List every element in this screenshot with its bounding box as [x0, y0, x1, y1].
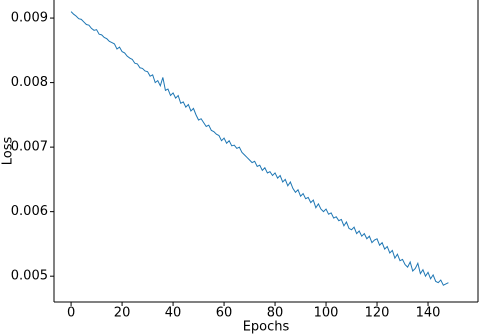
x-tick-label: 20: [114, 306, 131, 321]
x-tick-label: 140: [416, 306, 441, 321]
x-tick-label: 100: [314, 306, 339, 321]
x-tick-label: 0: [67, 306, 75, 321]
y-axis-label: Loss: [1, 137, 16, 166]
y-tick-label: 0.008: [11, 75, 48, 90]
y-tick-label: 0.006: [11, 204, 48, 219]
x-tick-label: 120: [365, 306, 390, 321]
y-tick-label: 0.007: [11, 140, 48, 155]
loss-line: [70, 11, 449, 286]
y-tick-label: 0.005: [11, 269, 48, 284]
y-tick-label: 0.009: [11, 11, 48, 26]
x-tick-label: 80: [267, 306, 284, 321]
x-tick-label: 40: [165, 306, 182, 321]
x-tick-label: 60: [216, 306, 233, 321]
x-axis-label: Epochs: [243, 320, 290, 334]
